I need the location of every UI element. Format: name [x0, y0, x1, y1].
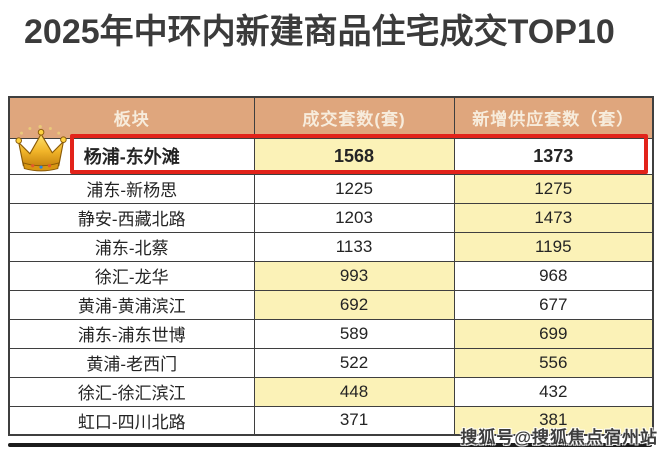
district-cell: 黄浦-老西门	[8, 347, 255, 378]
data-table: 板块 成交套数(套) 新增供应套数（套） 杨浦-东外滩 1568 1373 浦东-新杨…	[8, 96, 654, 436]
table-row: 黄浦-老西门 522 556	[8, 347, 654, 378]
district-cell: 静安-西藏北路	[8, 202, 255, 233]
district-cell: 浦东-新杨思	[8, 173, 255, 204]
bottom-divider	[8, 443, 652, 447]
deals-cell: 692	[253, 289, 455, 320]
col-header-district: 板块	[8, 96, 255, 139]
table-row-top1: 杨浦-东外滩 1568 1373	[8, 137, 654, 175]
crown-icon	[12, 122, 72, 176]
deals-cell: 1225	[253, 173, 455, 204]
header-row: 板块 成交套数(套) 新增供应套数（套）	[8, 96, 654, 139]
supply-cell: 1473	[453, 202, 654, 233]
district-cell: 浦东-浦东世博	[8, 318, 255, 349]
supply-cell: 1373	[453, 137, 654, 175]
district-cell: 黄浦-黄浦滨江	[8, 289, 255, 320]
deals-cell: 589	[253, 318, 455, 349]
deals-cell: 1133	[253, 231, 455, 262]
table-row: 徐汇-龙华 993 968	[8, 260, 654, 291]
watermark: 搜狐号@搜狐焦点宿州站	[460, 428, 658, 447]
deals-cell: 1568	[253, 137, 455, 175]
deals-cell: 371	[253, 405, 455, 436]
district-cell: 徐汇-徐汇滨江	[8, 376, 255, 407]
district-cell: 虹口-四川北路	[8, 405, 255, 436]
table-row: 徐汇-徐汇滨江 448 432	[8, 376, 654, 407]
supply-cell: 1195	[453, 231, 654, 262]
table-row: 黄浦-黄浦滨江 692 677	[8, 289, 654, 320]
deals-cell: 448	[253, 376, 455, 407]
supply-cell: 556	[453, 347, 654, 378]
page-title: 2025年中环内新建商品住宅成交TOP10	[24, 13, 615, 51]
supply-cell: 1275	[453, 173, 654, 204]
top10-table: 板块 成交套数(套) 新增供应套数（套） 杨浦-东外滩 1568 1373 浦东-新杨…	[8, 96, 654, 436]
deals-cell: 993	[253, 260, 455, 291]
deals-cell: 522	[253, 347, 455, 378]
district-cell: 徐汇-龙华	[8, 260, 255, 291]
district-cell: 浦东-北蔡	[8, 231, 255, 262]
table-row: 浦东-新杨思 1225 1275	[8, 173, 654, 204]
supply-cell: 381	[453, 405, 654, 436]
col-header-supply: 新增供应套数（套）	[453, 96, 654, 139]
table-row: 浦东-浦东世博 589 699	[8, 318, 654, 349]
supply-cell: 968	[453, 260, 654, 291]
col-header-deals: 成交套数(套)	[253, 96, 455, 139]
supply-cell: 699	[453, 318, 654, 349]
supply-cell: 432	[453, 376, 654, 407]
supply-cell: 677	[453, 289, 654, 320]
table-row: 浦东-北蔡 1133 1195	[8, 231, 654, 262]
table-row: 虹口-四川北路 371 381	[8, 405, 654, 436]
deals-cell: 1203	[253, 202, 455, 233]
table-row: 静安-西藏北路 1203 1473	[8, 202, 654, 233]
